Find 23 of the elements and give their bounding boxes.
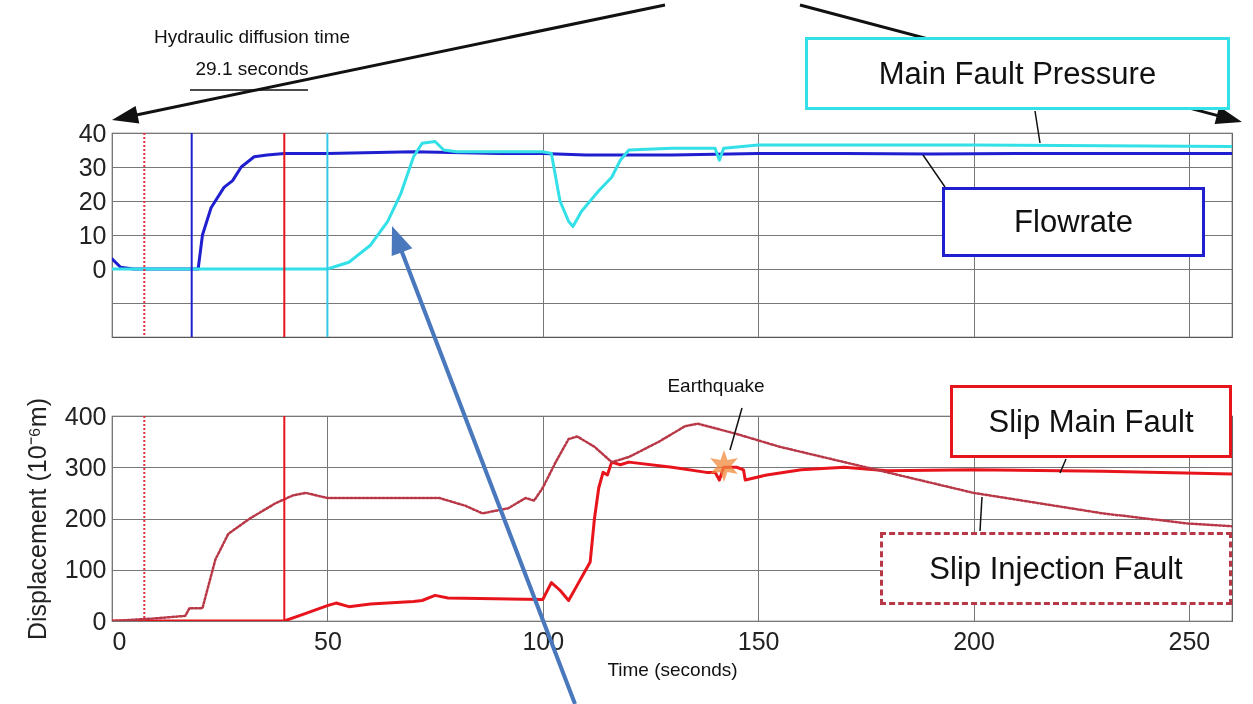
y-tick-label: 100 [64,555,107,584]
x-tick-label: 200 [953,626,995,655]
callout-box: Slip Injection Fault [880,532,1232,605]
x-axis-title: Time (seconds) [607,658,738,680]
text: Earthquake [667,375,765,396]
text: Hydraulic diffusion time 29.1 seconds [153,26,351,79]
x-tick-label: 150 [737,626,780,655]
y-tick-label: 20 [78,186,107,215]
y-tick-label: 10 [78,220,107,249]
callout-box: Slip Main Fault [950,385,1232,458]
y-tick-label: 300 [64,452,107,481]
y-tick-label: 30 [78,152,107,181]
x-tick-label: 250 [1168,626,1211,655]
callout-box: Flowrate [942,187,1205,257]
x-tick-label: 0 [112,626,127,655]
y-tick-label: 40 [78,118,107,147]
y-axis-title: Displacement (10⁻⁶m) [22,398,51,640]
y-tick-label: 0 [92,254,107,283]
y-tick-label: 200 [64,504,107,532]
y-tick-label: 400 [64,401,107,430]
y-tick-label: 0 [92,606,107,635]
x-tick-label: 50 [313,626,342,655]
callout-box: Main Fault Pressure [805,37,1230,110]
